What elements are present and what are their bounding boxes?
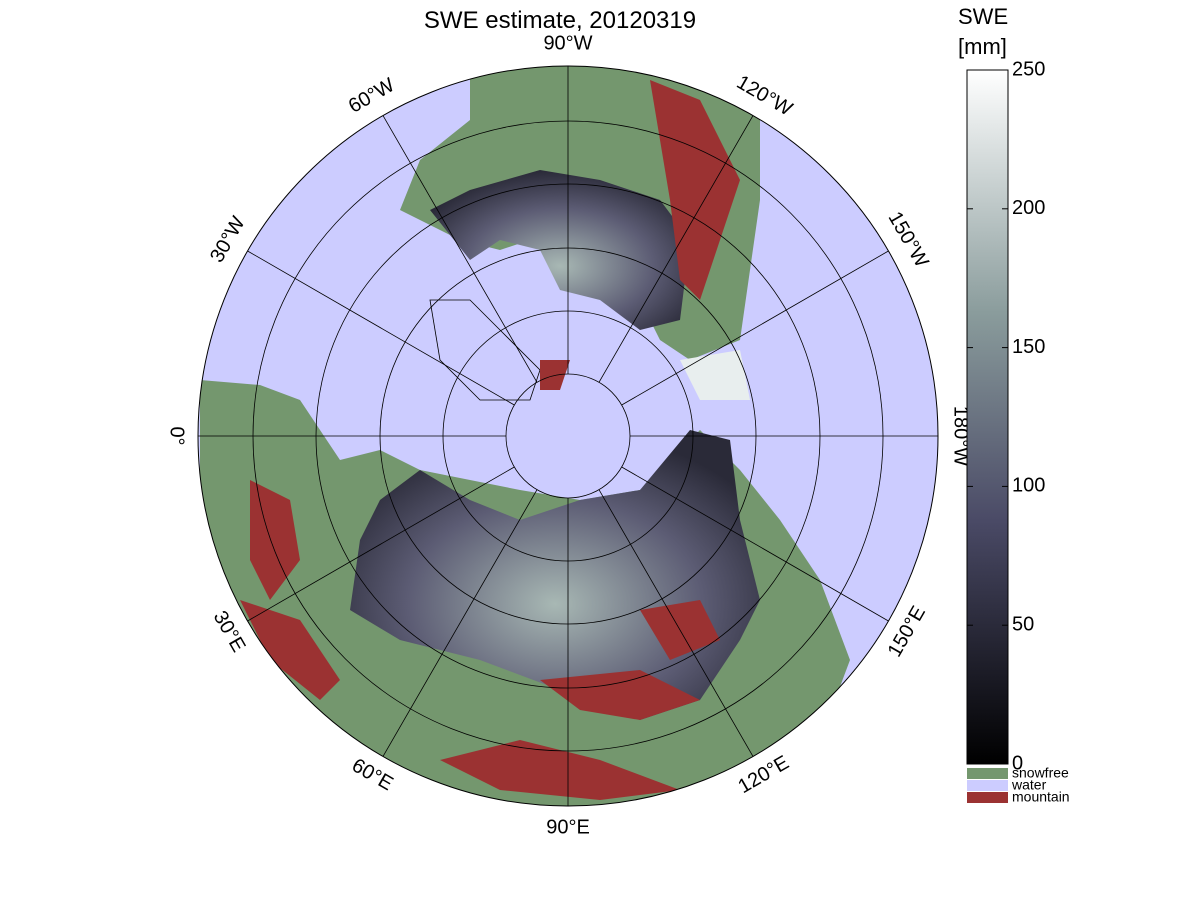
colorbar-label: [mm] bbox=[958, 34, 1007, 59]
map-frame bbox=[197, 65, 939, 807]
meridian bbox=[621, 250, 889, 406]
colorbar-label: SWE bbox=[958, 4, 1008, 29]
colorbar-tick-label: 250 bbox=[1012, 58, 1045, 80]
meridian bbox=[598, 489, 754, 757]
legend-label: water bbox=[1011, 777, 1047, 793]
meridian bbox=[247, 250, 515, 406]
legend-label: mountain bbox=[1012, 789, 1070, 805]
longitude-label: 0° bbox=[166, 426, 188, 445]
colorbar-tick-label: 200 bbox=[1012, 197, 1045, 219]
longitude-label: 90°E bbox=[546, 816, 590, 838]
colorbar bbox=[966, 69, 1009, 765]
colorbar-ticks: 0 50 100 150 200 250 bbox=[967, 58, 1045, 774]
meridian bbox=[598, 115, 754, 383]
legend-swatch bbox=[967, 768, 1008, 779]
map-disk bbox=[198, 66, 938, 806]
colorbar-tick-label: 50 bbox=[1012, 613, 1034, 635]
meridian bbox=[382, 489, 538, 757]
legend-swatch bbox=[967, 792, 1008, 803]
longitude-label: 90°W bbox=[543, 32, 592, 54]
meridian bbox=[247, 466, 515, 622]
meridian bbox=[621, 466, 889, 622]
legend-swatch bbox=[967, 780, 1008, 791]
meridian bbox=[382, 115, 538, 383]
title: SWE estimate, 20120319 bbox=[424, 7, 696, 34]
longitude-label: 180°W bbox=[950, 406, 972, 466]
colorbar-tick-label: 100 bbox=[1012, 475, 1045, 497]
colorbar-tick-label: 150 bbox=[1012, 336, 1045, 358]
colorbar-tick-label: 0 bbox=[1012, 752, 1023, 774]
legend-label: snowfree bbox=[1012, 765, 1069, 781]
